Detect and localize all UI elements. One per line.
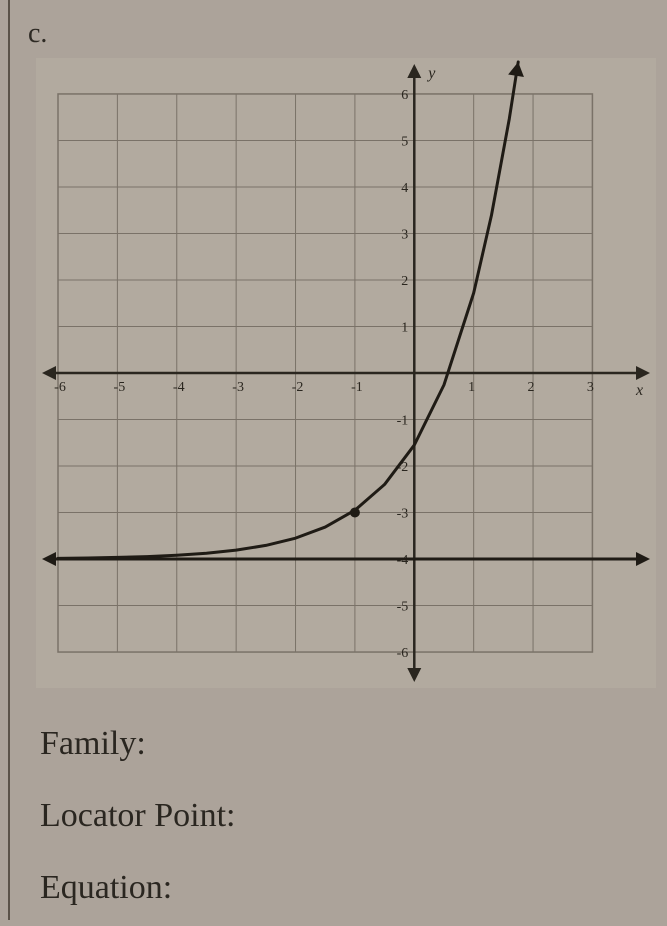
svg-text:4: 4 — [401, 181, 408, 196]
locator-prompt: Locator Point: — [40, 782, 235, 850]
svg-text:5: 5 — [401, 134, 408, 149]
svg-text:-3: -3 — [232, 380, 244, 395]
svg-text:6: 6 — [401, 88, 408, 103]
prompt-block: Family: Locator Point: Equation: — [40, 710, 235, 926]
svg-text:1: 1 — [468, 380, 475, 395]
problem-label: c. — [28, 18, 47, 50]
svg-text:-4: -4 — [173, 380, 185, 395]
svg-text:1: 1 — [401, 320, 408, 335]
svg-text:3: 3 — [401, 227, 408, 242]
graph-chart: -6-5-4-3-2-1123-6-5-4-3-2-1123456yx — [36, 58, 656, 688]
svg-text:-1: -1 — [351, 380, 363, 395]
page-margin-rule — [8, 0, 10, 920]
svg-text:x: x — [635, 382, 643, 399]
svg-text:-6: -6 — [54, 380, 66, 395]
svg-text:2: 2 — [401, 274, 408, 289]
svg-text:-6: -6 — [397, 646, 409, 661]
svg-text:-3: -3 — [397, 507, 409, 522]
svg-text:-1: -1 — [397, 414, 409, 429]
svg-text:-5: -5 — [114, 380, 126, 395]
svg-text:y: y — [426, 65, 436, 82]
svg-text:2: 2 — [528, 380, 535, 395]
chart-svg: -6-5-4-3-2-1123-6-5-4-3-2-1123456yx — [36, 58, 656, 688]
equation-prompt: Equation: — [40, 854, 235, 922]
svg-text:3: 3 — [587, 380, 594, 395]
family-prompt: Family: — [40, 710, 235, 778]
svg-text:-5: -5 — [397, 600, 409, 615]
svg-text:-2: -2 — [292, 380, 304, 395]
